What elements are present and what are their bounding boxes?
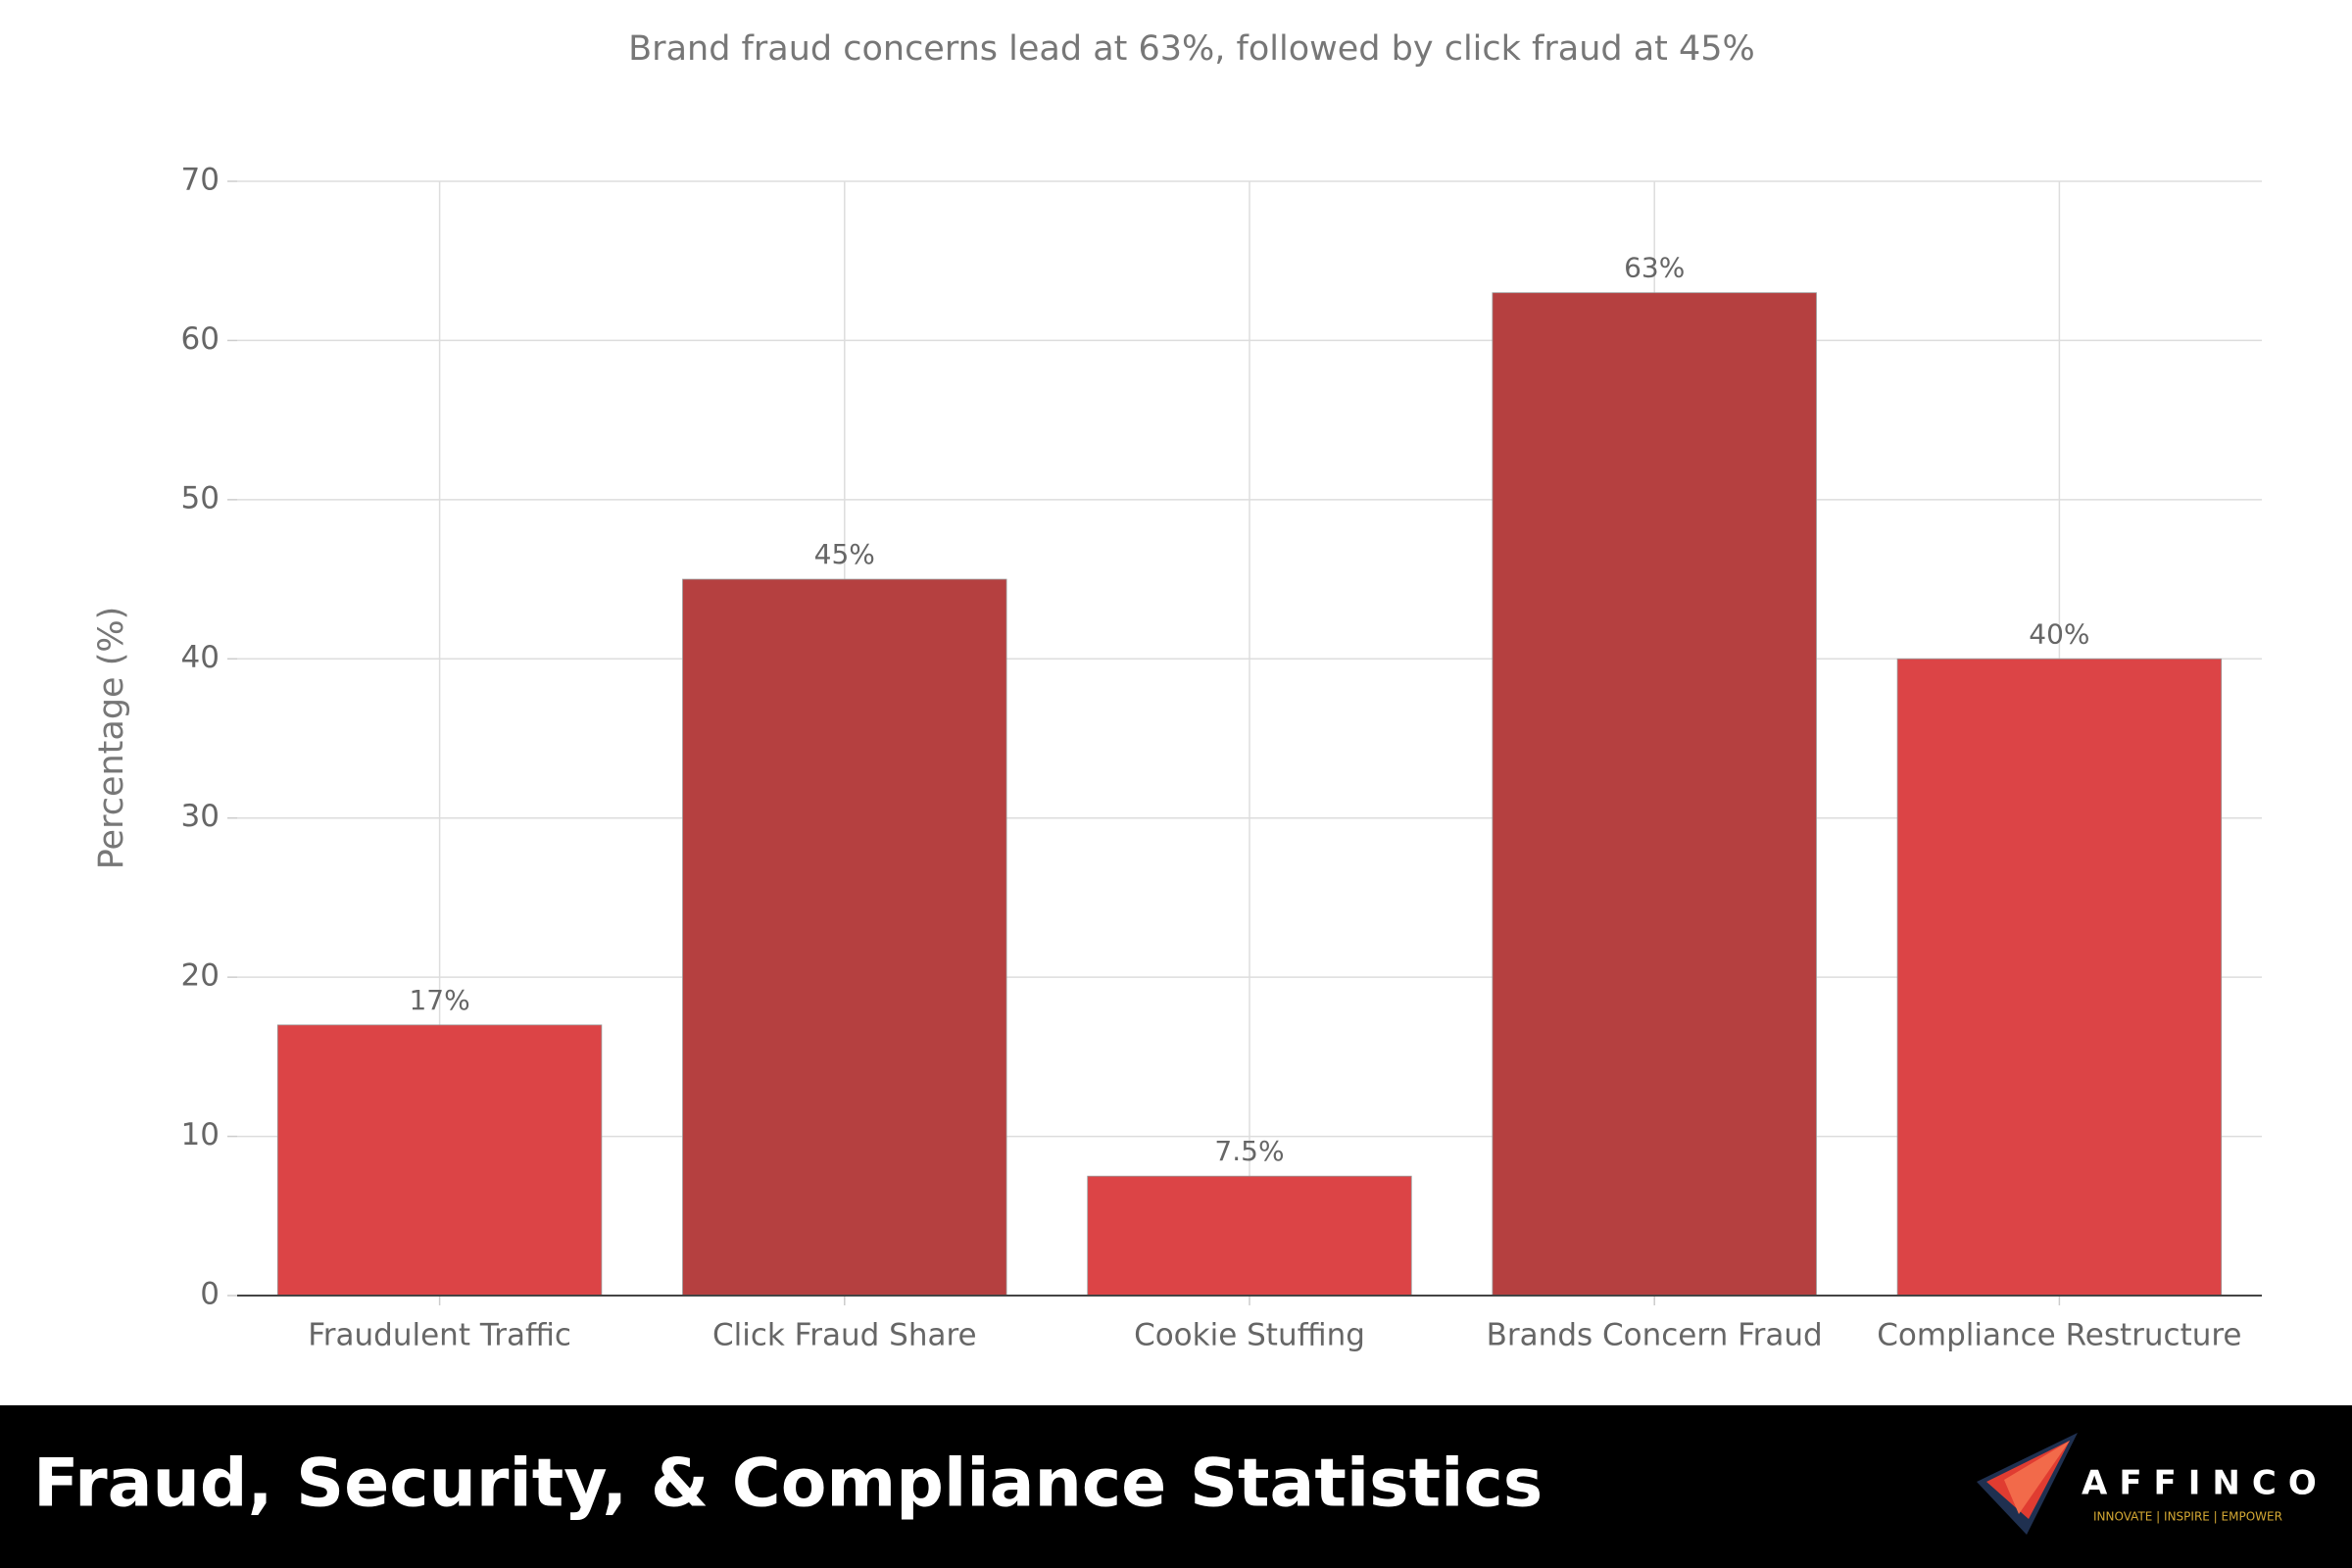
bar <box>1492 292 1817 1297</box>
value-label: 40% <box>2029 617 2089 650</box>
y-tick-label: 70 <box>181 163 220 198</box>
bar <box>1087 1175 1412 1297</box>
x-tick-label: Compliance Restructure <box>1877 1318 2241 1353</box>
logo-icon <box>1977 1433 2078 1535</box>
chart-subtitle: Brand fraud concerns lead at 63%, follow… <box>628 29 1755 69</box>
logo-tagline: INNOVATE | INSPIRE | EMPOWER <box>2093 1510 2282 1524</box>
x-tick-label: Cookie Stuffing <box>1134 1318 1365 1353</box>
value-label: 63% <box>1624 252 1685 284</box>
y-tick-label: 0 <box>200 1277 220 1312</box>
y-tick-label: 50 <box>181 480 220 515</box>
y-tick-label: 40 <box>181 640 220 675</box>
footer-band <box>0 1405 2352 1568</box>
value-label: 45% <box>814 538 875 570</box>
bar <box>276 1024 603 1297</box>
x-tick-label: Click Fraud Share <box>712 1318 977 1353</box>
bar <box>682 578 1007 1297</box>
x-tick-label: Fraudulent Traffic <box>308 1318 571 1353</box>
y-axis-title: Percentage (%) <box>92 607 131 870</box>
logo-brand: AFFINCO <box>2082 1464 2328 1503</box>
y-tick-label: 20 <box>181 958 220 994</box>
footer-title: Fraud, Security, & Compliance Statistics <box>33 1446 1543 1523</box>
value-label: 7.5% <box>1214 1135 1284 1167</box>
y-tick-label: 30 <box>181 799 220 834</box>
y-tick-label: 10 <box>181 1117 220 1152</box>
x-tick-label: Brands Concern Fraud <box>1487 1318 1823 1353</box>
y-tick-label: 60 <box>181 321 220 357</box>
value-label: 17% <box>409 984 469 1016</box>
bar <box>1896 658 2223 1297</box>
